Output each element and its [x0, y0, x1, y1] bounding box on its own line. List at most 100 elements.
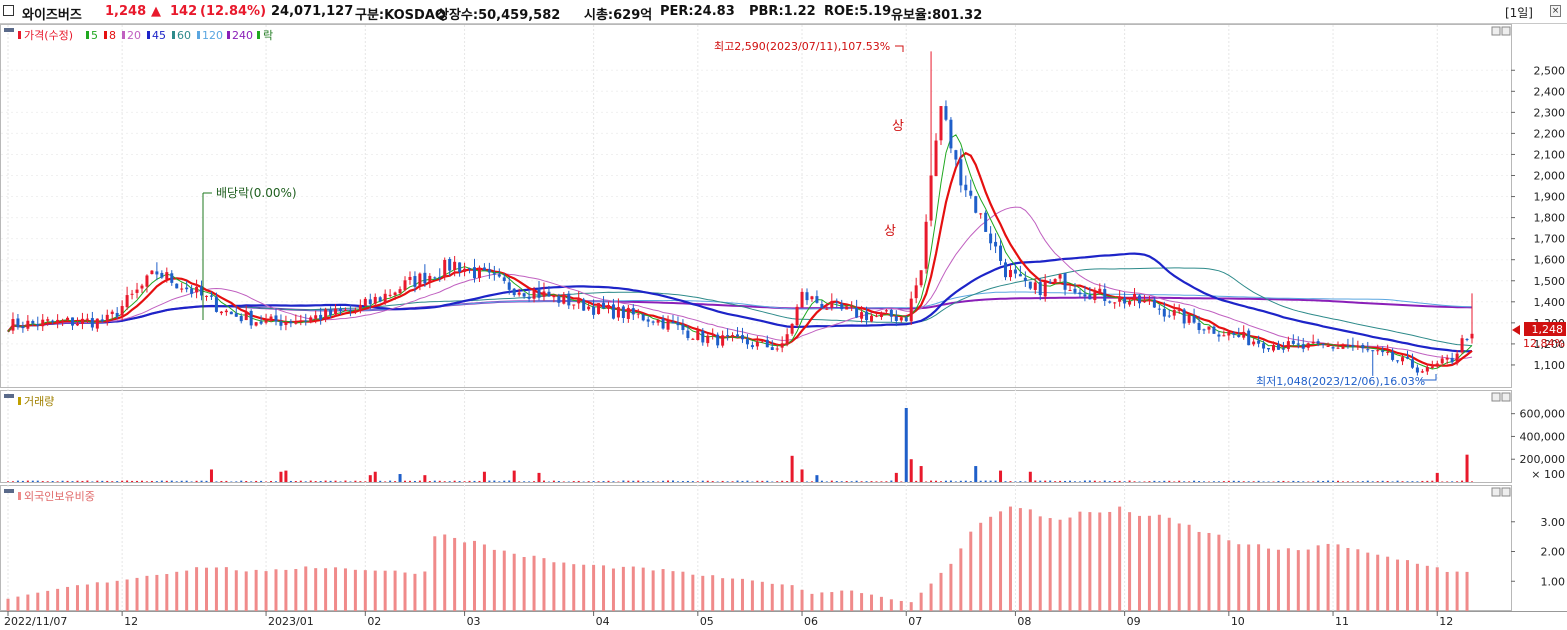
candle-body — [1103, 289, 1107, 301]
x-tick-label: 11 — [1335, 615, 1349, 628]
volume-bar — [1163, 480, 1166, 482]
volume-bar — [746, 480, 749, 482]
price-tick-label: 2,400 — [1534, 85, 1566, 98]
candle-body — [294, 321, 298, 324]
candle-body — [418, 273, 422, 287]
legend-ma5-swatch — [86, 31, 89, 39]
volume-bar — [1257, 480, 1260, 482]
volume-tick-label: 200,000 — [1520, 453, 1566, 466]
candle-body — [701, 330, 705, 343]
candle-body — [353, 310, 357, 312]
volume-bar — [126, 480, 129, 482]
candle-body — [770, 347, 774, 351]
foreign-ratio-bar — [780, 584, 784, 611]
candle-body — [1356, 346, 1360, 348]
candle-body — [1381, 350, 1385, 353]
candle-body — [299, 320, 303, 322]
candle-body — [11, 319, 15, 331]
candle-body — [482, 267, 486, 271]
volume-bar — [71, 481, 74, 482]
price-tick-label: 2,000 — [1534, 170, 1566, 183]
foreign-ratio-bar — [145, 575, 149, 611]
foreign-ratio-bar — [870, 594, 874, 611]
price-tick-label: 1,500 — [1534, 275, 1566, 288]
volume-bar — [1292, 480, 1295, 482]
legend-ma20: 20 — [127, 29, 141, 42]
foreign-ratio-bar — [602, 565, 606, 611]
candle-body — [879, 312, 883, 318]
candle-body — [205, 295, 209, 297]
foreign-ratio-bar — [1366, 552, 1370, 611]
volume-spike-bar — [919, 466, 923, 482]
volume-bar — [865, 481, 868, 482]
volume-bar — [478, 480, 481, 482]
candle-body — [1336, 347, 1340, 349]
foreign-ratio-bar — [1068, 517, 1072, 611]
candle-body — [1172, 310, 1176, 316]
candle-body — [443, 259, 447, 278]
candle-body — [1137, 295, 1141, 304]
x-tick-label: 09 — [1127, 615, 1141, 628]
price-y-axis: 1,1001,2001,3001,4001,5001,6001,7001,800… — [1511, 64, 1565, 372]
volume-bar — [964, 480, 967, 482]
candle-body — [130, 293, 134, 295]
volume-bar — [523, 481, 526, 482]
volume-bar — [394, 481, 397, 482]
volume-bar — [1451, 481, 1454, 482]
minimize-icon[interactable] — [1491, 487, 1501, 497]
candle-body — [1376, 350, 1380, 352]
candle-body — [626, 307, 630, 319]
foreign-ratio-bar — [1098, 512, 1102, 611]
minimize-icon[interactable] — [1491, 392, 1501, 402]
candle-body — [61, 320, 65, 322]
volume-bar — [1446, 481, 1449, 482]
volume-bar — [984, 480, 987, 482]
foreign-ratio-bar — [800, 589, 804, 611]
candle-body — [651, 321, 655, 323]
limit-up-mark: 상 — [884, 224, 896, 239]
volume-bar — [428, 481, 431, 482]
candle-body — [706, 335, 710, 344]
panel-menu-icon[interactable] — [4, 394, 14, 398]
candle-body — [343, 310, 347, 312]
close-panel-icon[interactable] — [1501, 487, 1511, 497]
close-panel-icon[interactable] — [1501, 26, 1511, 36]
candle-body — [810, 296, 814, 300]
candle-body — [785, 334, 789, 345]
x-tick-label: 12 — [124, 615, 138, 628]
price-panel-buttons[interactable] — [1491, 26, 1511, 497]
volume-bar — [101, 480, 104, 482]
price-tick-label: 2,100 — [1534, 148, 1566, 161]
volume-bar — [557, 481, 560, 482]
volume-bar — [1039, 480, 1042, 482]
candle-body — [919, 270, 923, 286]
candle-body — [1048, 282, 1052, 284]
volume-bar — [294, 481, 297, 482]
close-icon[interactable]: × — [1550, 5, 1561, 17]
legend-ma60: 60 — [177, 29, 191, 42]
panel-menu-icon[interactable] — [4, 28, 14, 32]
annotations: 최고2,590(2023/07/11),107.53% 최저1,048(2023… — [202, 40, 1566, 388]
panel-menu-icon[interactable] — [4, 489, 14, 493]
minimize-icon[interactable] — [1491, 26, 1501, 36]
candle-body — [745, 339, 749, 345]
volume-bar — [528, 481, 531, 482]
legend-ma45-swatch — [147, 31, 150, 39]
foreign-ratio-bar — [989, 516, 993, 611]
select-checkbox[interactable] — [3, 5, 14, 16]
candle-body — [765, 339, 769, 348]
volume-bar — [1366, 480, 1369, 482]
candle-body — [1331, 347, 1335, 349]
volume-spike-bar — [423, 475, 427, 482]
volume-bar — [1148, 481, 1151, 482]
foreign-ratio-bar — [721, 578, 725, 611]
legend-ma8: 8 — [109, 29, 116, 42]
high-annotation: 최고2,590(2023/07/11),107.53% — [714, 40, 890, 53]
candle-body — [269, 316, 273, 321]
candle-body — [631, 308, 635, 315]
close-panel-icon[interactable] — [1501, 392, 1511, 402]
period-selector[interactable]: [1일] — [1504, 6, 1533, 20]
candle-body — [562, 294, 566, 304]
candle-body — [616, 307, 620, 318]
candle-body — [309, 317, 313, 323]
